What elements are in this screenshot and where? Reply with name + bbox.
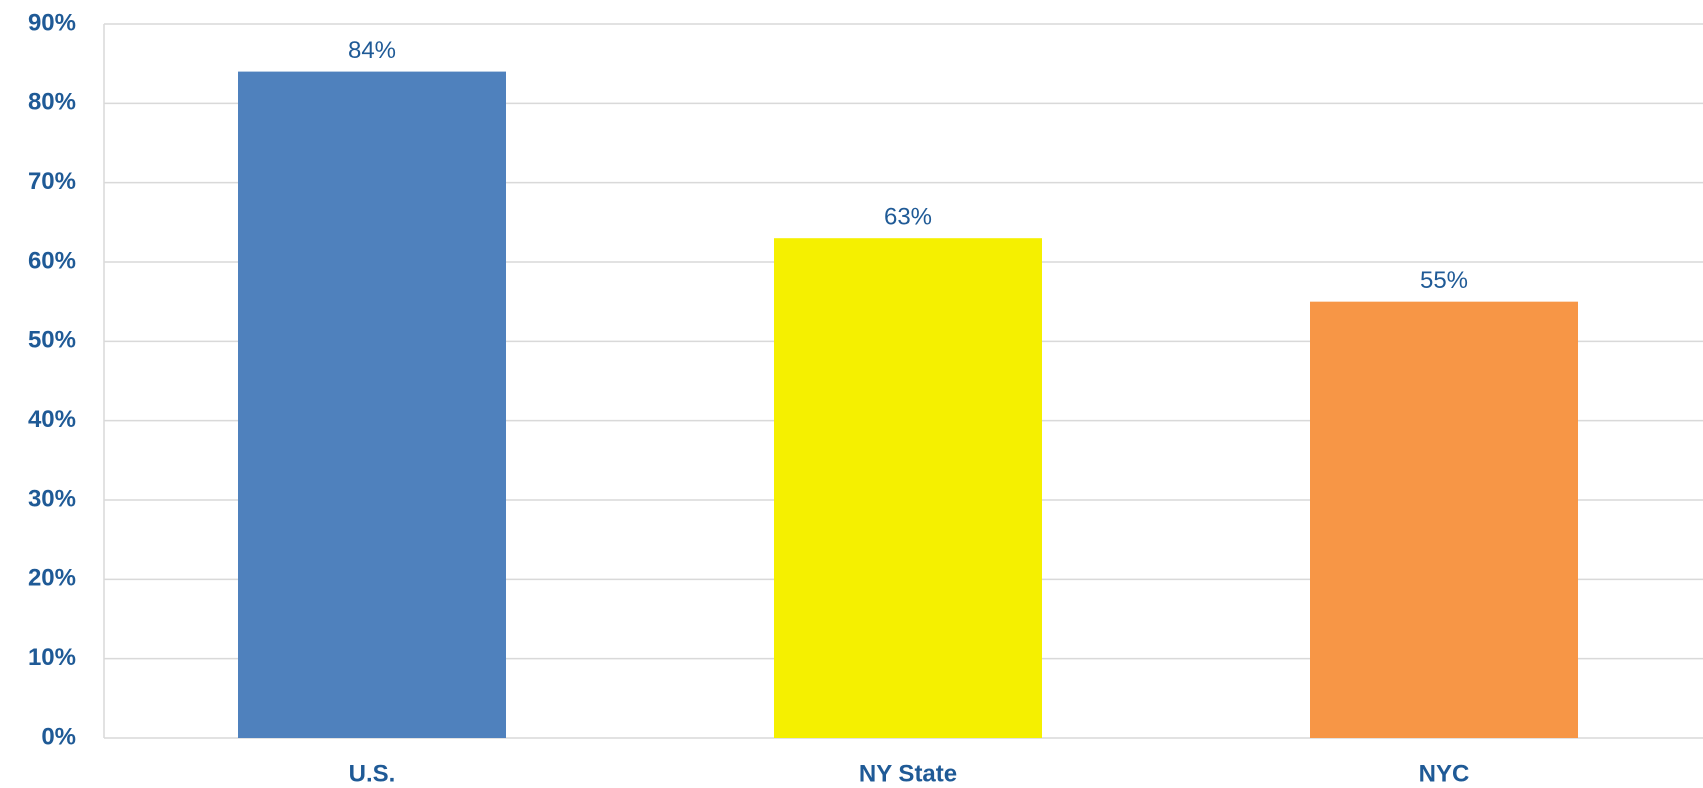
y-tick-label: 30% (28, 485, 76, 512)
x-tick-label: NY State (859, 760, 957, 787)
data-label: 55% (1420, 267, 1468, 294)
bar (238, 71, 506, 739)
bar (1310, 301, 1578, 738)
y-tick-label: 0% (41, 723, 76, 750)
data-label: 84% (348, 37, 396, 64)
data-label: 63% (884, 204, 932, 231)
y-tick-label: 40% (28, 406, 76, 433)
y-tick-label: 10% (28, 644, 76, 671)
y-tick-label: 70% (28, 168, 76, 195)
bar (774, 238, 1042, 738)
y-tick-label: 60% (28, 247, 76, 274)
x-tick-label: U.S. (349, 760, 396, 787)
x-tick-label: NYC (1419, 760, 1470, 787)
y-tick-label: 80% (28, 89, 76, 116)
y-tick-label: 50% (28, 327, 76, 354)
y-tick-label: 90% (28, 9, 76, 36)
y-tick-label: 20% (28, 565, 76, 592)
